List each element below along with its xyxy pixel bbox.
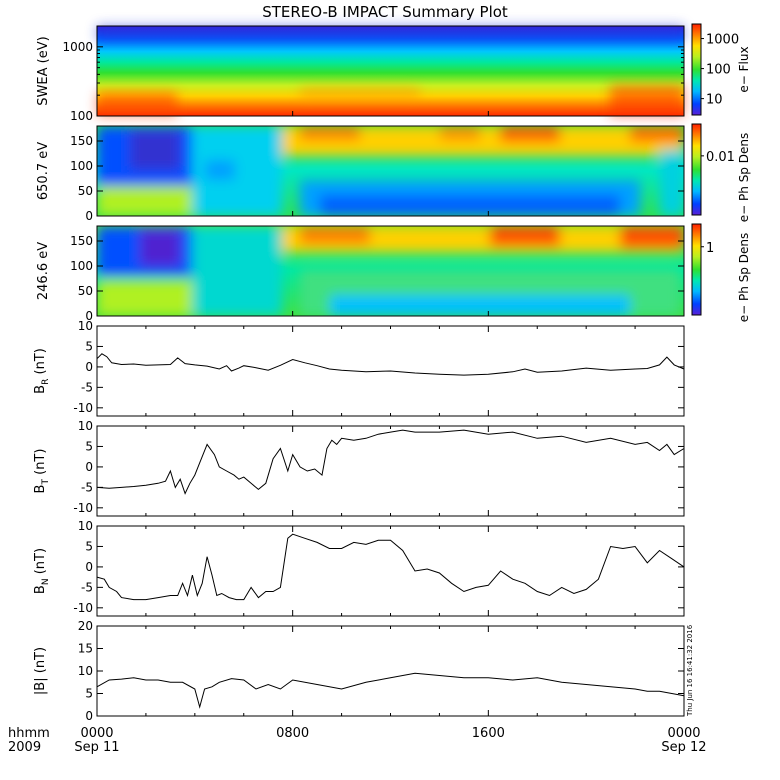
pad-650-heatmap bbox=[96, 125, 685, 217]
line-ytick-label: -5 bbox=[81, 480, 93, 494]
line-ytick-label: 10 bbox=[78, 319, 93, 333]
line-panel-frame bbox=[96, 425, 685, 517]
field-series-line bbox=[96, 429, 685, 495]
line-panel-frame bbox=[96, 625, 685, 717]
swea-ylabel: SWEA (eV) bbox=[36, 36, 51, 105]
field-series-line bbox=[96, 533, 685, 601]
swea-spectrogram bbox=[97, 26, 684, 116]
line-ytick-label: 10 bbox=[78, 519, 93, 533]
pad-650-panel bbox=[96, 125, 685, 217]
line-panel-4: -10 -5 0 5 10 BT (nT) bbox=[33, 419, 685, 517]
pad-ylabel: 246.6 eV bbox=[36, 242, 51, 300]
line-ytick-label: 15 bbox=[78, 642, 93, 656]
time-tick-date: Sep 12 bbox=[661, 740, 706, 755]
plot-title: STEREO-B IMPACT Summary Plot bbox=[262, 3, 508, 21]
axes-layer: 100 1000 SWEA (eV) 0 50 100 150 650.7 eV 0 50 100 1… bbox=[36, 25, 751, 323]
colorbar-246 bbox=[691, 223, 702, 316]
time-axis-label-hhmm: hhmm bbox=[8, 726, 50, 741]
line-ytick-label: 0 bbox=[85, 709, 93, 723]
pad-ytick-label: 100 bbox=[70, 159, 93, 173]
line-ytick-label: -10 bbox=[73, 501, 93, 515]
timestamp: Thu Jun 16 16:41:32 2016 bbox=[686, 624, 694, 717]
line-ytick-label: 10 bbox=[78, 664, 93, 678]
pad-ytick-label: 50 bbox=[78, 184, 93, 198]
field-series-line bbox=[96, 672, 685, 709]
colorbar-tick-label: 100 bbox=[706, 63, 731, 78]
pad-ylabel: 650.7 eV bbox=[36, 142, 51, 200]
magnetic-field-panels: -10 -5 0 5 10 BR (nT) -10 -5 0 5 10 BT (nT) -10 -5 0 5 1… bbox=[33, 319, 685, 723]
colorbar-label: e− Ph Sp Dens bbox=[737, 133, 751, 222]
line-ytick-label: 10 bbox=[78, 419, 93, 433]
pad-ytick-label: 50 bbox=[78, 284, 93, 298]
line-ytick-label: 5 bbox=[85, 539, 93, 553]
line-panel-6: 0 5 10 15 20 |B| (nT) bbox=[33, 619, 685, 723]
colorbar-flux bbox=[691, 23, 702, 116]
swea-ytick-label: 100 bbox=[70, 109, 93, 123]
swea-spectrogram-panel bbox=[96, 25, 685, 117]
line-ylabel: BR (nT) bbox=[33, 348, 51, 394]
time-tick-label: 0800 bbox=[276, 726, 309, 741]
line-ytick-label: -10 bbox=[73, 601, 93, 615]
colorbar-label: e− Ph Sp Dens bbox=[737, 233, 751, 322]
swea-ytick-label: 1000 bbox=[62, 40, 93, 54]
colorbar-tick-label: 0.01 bbox=[706, 150, 735, 165]
colorbars bbox=[691, 23, 702, 316]
line-ylabel: |B| (nT) bbox=[33, 647, 48, 695]
pad-ytick-label: 0 bbox=[85, 209, 93, 223]
field-series-line bbox=[96, 353, 685, 376]
line-ytick-label: -5 bbox=[81, 580, 93, 594]
line-panel-frame bbox=[96, 525, 685, 617]
line-ytick-label: 5 bbox=[85, 687, 93, 701]
line-ylabel: BN (nT) bbox=[33, 548, 51, 594]
time-tick-date: Sep 11 bbox=[74, 740, 119, 755]
line-ytick-label: 5 bbox=[85, 439, 93, 453]
line-ytick-label: 0 bbox=[85, 560, 93, 574]
colorbar-tick-label: 1 bbox=[706, 241, 714, 256]
colorbar-label: e− Flux bbox=[737, 46, 751, 92]
pad-246-heatmap bbox=[96, 225, 685, 317]
time-tick-label: 1600 bbox=[472, 726, 505, 741]
line-ytick-label: 0 bbox=[85, 360, 93, 374]
time-tick-label: 0000 bbox=[667, 726, 700, 741]
line-ytick-label: 0 bbox=[85, 460, 93, 474]
pad-ytick-label: 100 bbox=[70, 259, 93, 273]
pad-246-panel bbox=[96, 225, 685, 317]
line-ytick-label: 20 bbox=[78, 619, 93, 633]
line-panel-5: -10 -5 0 5 10 BN (nT) bbox=[33, 519, 685, 617]
time-axis-label-year: 2009 bbox=[8, 740, 41, 755]
line-ytick-label: -10 bbox=[73, 401, 93, 415]
pad-ytick-label: 150 bbox=[70, 134, 93, 148]
colorbar-650 bbox=[691, 123, 702, 216]
line-panel-3: -10 -5 0 5 10 BR (nT) bbox=[33, 319, 685, 417]
pad-ytick-label: 0 bbox=[85, 309, 93, 323]
colorbar-tick-label: 10 bbox=[706, 93, 723, 108]
time-tick-label: 0000 bbox=[80, 726, 113, 741]
line-ylabel: BT (nT) bbox=[33, 449, 51, 494]
pad-ytick-label: 150 bbox=[70, 234, 93, 248]
line-ytick-label: 5 bbox=[85, 339, 93, 353]
colorbar-tick-label: 1000 bbox=[706, 33, 739, 48]
line-ytick-label: -5 bbox=[81, 380, 93, 394]
